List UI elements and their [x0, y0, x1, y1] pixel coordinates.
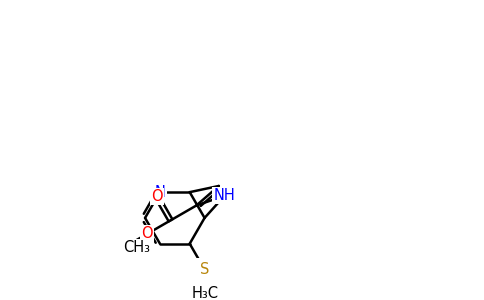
Text: NH: NH: [213, 188, 235, 203]
Text: H₃C: H₃C: [191, 286, 218, 300]
Text: CH₃: CH₃: [123, 240, 151, 255]
Text: O: O: [141, 226, 153, 242]
Text: O: O: [151, 189, 163, 204]
Text: N: N: [154, 185, 166, 200]
Text: S: S: [200, 262, 209, 277]
